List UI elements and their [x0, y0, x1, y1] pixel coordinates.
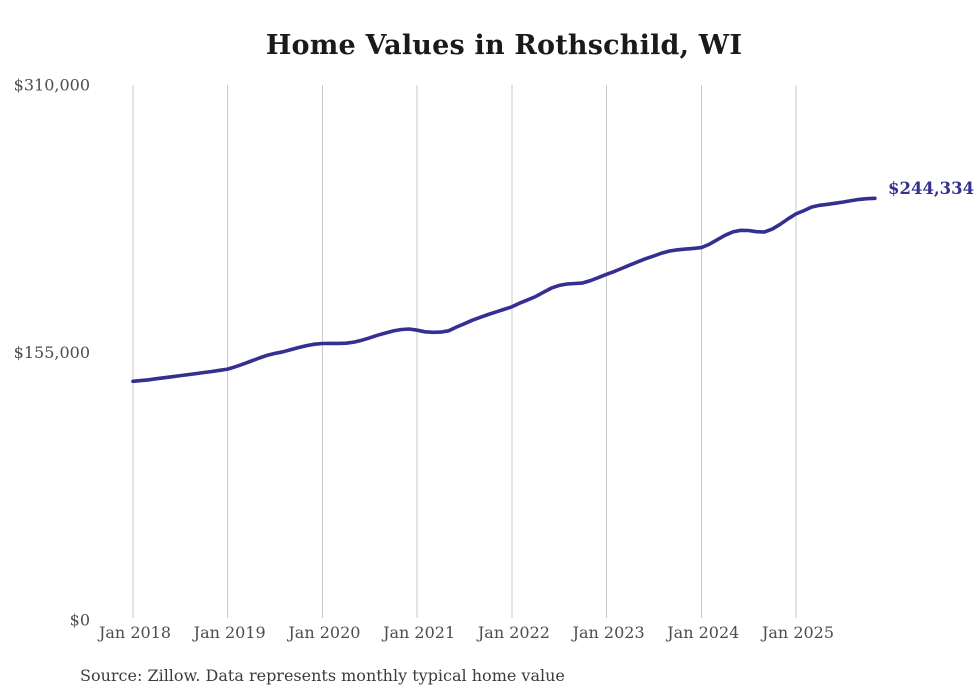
chart-title: Home Values in Rothschild, WI	[265, 30, 743, 61]
x-tick-label: Jan 2024	[665, 623, 739, 642]
x-tick-label: Jan 2019	[192, 623, 266, 642]
y-tick-label: $0	[70, 611, 90, 630]
y-tick-label: $155,000	[14, 343, 90, 362]
x-tick-label: Jan 2023	[571, 623, 645, 642]
x-tick-label: Jan 2022	[476, 623, 550, 642]
x-tick-label: Jan 2025	[760, 623, 834, 642]
home-value-series-line	[131, 196, 877, 384]
source-note: Source: Zillow. Data represents monthly …	[80, 666, 565, 685]
home-values-line-chart: Jan 2018 Jan 2019 Jan 2020 Jan 2021 Jan 2022…	[14, 76, 877, 642]
y-tick-label: $310,000	[14, 76, 90, 95]
x-tick-label: Jan 2020	[286, 623, 360, 642]
x-tick-label: Jan 2018	[97, 623, 171, 642]
latest-value-label: $244,334	[888, 179, 975, 198]
x-tick-label: Jan 2021	[381, 623, 455, 642]
